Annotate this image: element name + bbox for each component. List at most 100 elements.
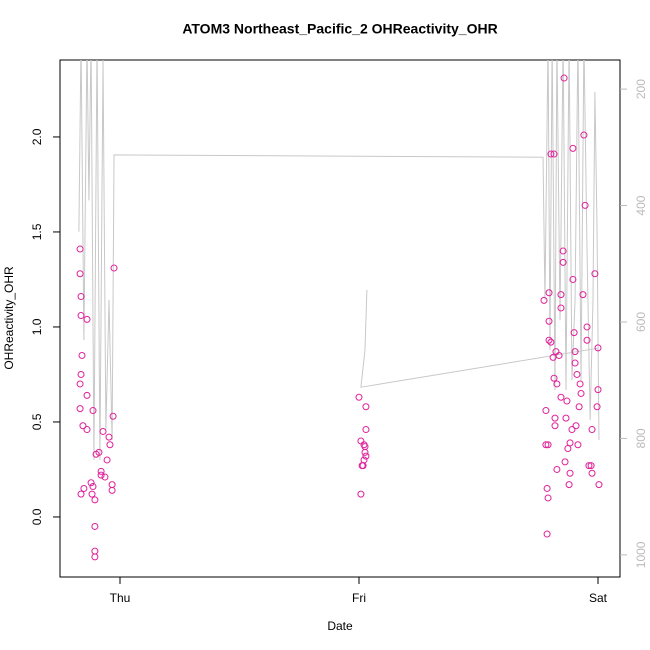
point — [362, 403, 370, 411]
point — [77, 293, 85, 301]
point — [545, 317, 553, 325]
point — [551, 414, 559, 422]
x-tick-label: Sat — [589, 591, 608, 605]
point — [83, 391, 91, 399]
y-tick-label: 1.5 — [30, 223, 44, 240]
point — [572, 422, 580, 430]
point — [564, 445, 572, 453]
y-tick-label: 0.0 — [30, 508, 44, 525]
point — [571, 348, 579, 356]
point — [357, 490, 365, 498]
point — [109, 412, 117, 420]
point — [581, 201, 589, 209]
point — [561, 458, 569, 466]
point — [570, 329, 578, 337]
point — [549, 353, 557, 361]
y-tick-label: 2.0 — [30, 128, 44, 145]
x-tick-label: Fri — [352, 591, 366, 605]
point — [76, 405, 84, 413]
plot-frame — [59, 59, 621, 578]
y2-tick-label: 400 — [634, 195, 648, 215]
x-axis-label: Date — [327, 619, 353, 633]
line — [78, 60, 600, 460]
point — [91, 496, 99, 504]
point — [557, 393, 565, 401]
point — [105, 433, 113, 441]
point — [547, 150, 555, 158]
point — [559, 247, 567, 255]
point — [91, 547, 99, 555]
point — [108, 486, 116, 494]
point — [576, 380, 584, 388]
point — [580, 131, 588, 139]
point — [543, 484, 551, 492]
y-axis-label: OHReactivity_OHR — [2, 266, 16, 370]
point — [97, 467, 105, 475]
point — [562, 414, 570, 422]
point — [552, 348, 560, 356]
x-tick-label: Thu — [110, 591, 131, 605]
point — [77, 490, 85, 498]
point — [76, 245, 84, 253]
point — [568, 426, 576, 434]
point — [110, 264, 118, 272]
point — [574, 441, 582, 449]
point — [544, 494, 552, 502]
point — [79, 422, 87, 430]
point — [99, 427, 107, 435]
point — [89, 407, 97, 415]
point — [577, 389, 585, 397]
point — [362, 426, 370, 434]
point — [591, 270, 599, 278]
point — [595, 481, 603, 489]
point — [101, 473, 109, 481]
point — [557, 304, 565, 312]
point — [87, 479, 95, 487]
point — [362, 452, 370, 460]
point — [88, 490, 96, 498]
point — [571, 359, 579, 367]
point — [361, 443, 369, 451]
point — [540, 296, 548, 304]
point — [555, 351, 563, 359]
point — [588, 426, 596, 434]
y-tick-label: 0.5 — [30, 413, 44, 430]
point — [559, 258, 567, 266]
point — [91, 522, 99, 530]
point — [569, 144, 577, 152]
point — [553, 465, 561, 473]
point — [563, 397, 571, 405]
point — [545, 336, 553, 344]
point — [593, 403, 601, 411]
point — [550, 150, 558, 158]
point — [560, 74, 568, 82]
point — [573, 370, 581, 378]
point — [569, 275, 577, 283]
point — [583, 323, 591, 331]
point — [583, 336, 591, 344]
point — [566, 469, 574, 477]
point — [76, 380, 84, 388]
point — [550, 374, 558, 382]
point — [544, 441, 552, 449]
point — [557, 291, 565, 299]
point — [357, 437, 365, 445]
point — [360, 456, 368, 464]
point — [547, 338, 555, 346]
point — [585, 462, 593, 470]
point — [91, 553, 99, 561]
y2-tick-label: 1000 — [634, 541, 648, 568]
point — [83, 426, 91, 434]
point — [355, 393, 363, 401]
y-tick-label: 1.0 — [30, 318, 44, 335]
point — [80, 484, 88, 492]
point — [106, 441, 114, 449]
chart-title: ATOM3 Northeast_Pacific_2 OHReactivity_O… — [182, 21, 497, 37]
point — [97, 471, 105, 479]
point — [551, 422, 559, 430]
point — [545, 289, 553, 297]
point — [566, 439, 574, 447]
point — [594, 386, 602, 394]
y2-tick-label: 200 — [634, 79, 648, 99]
